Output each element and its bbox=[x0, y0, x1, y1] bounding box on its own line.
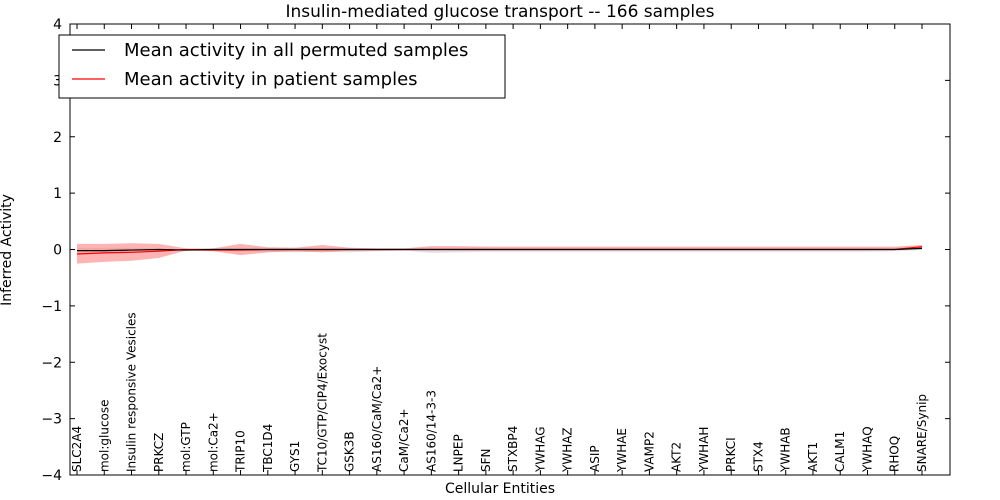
band-patient bbox=[77, 243, 922, 264]
x-tick-label: PRKCI bbox=[724, 437, 738, 472]
x-tick-label: STX4 bbox=[751, 441, 765, 472]
x-tick-label: YWHAE bbox=[615, 428, 629, 473]
x-tick-label: GSK3B bbox=[343, 431, 357, 472]
x-tick-label: YWHAB bbox=[779, 427, 793, 473]
series-lines bbox=[76, 246, 923, 255]
x-tick-label: CALM1 bbox=[833, 431, 847, 472]
x-tick-label: STXBP4 bbox=[506, 426, 520, 472]
legend-label-patient: Mean activity in patient samples bbox=[124, 69, 418, 90]
x-tick-label: ASIP bbox=[588, 445, 602, 472]
y-tick-label: 0 bbox=[53, 243, 62, 259]
x-tick-label: VAMP2 bbox=[642, 431, 656, 472]
y-tick-label: −4 bbox=[41, 468, 62, 484]
x-tick-label: CaM/Ca2+ bbox=[397, 408, 411, 472]
x-tick-label: SFN bbox=[479, 449, 493, 473]
x-tick-label: TRIP10 bbox=[234, 430, 248, 473]
x-tick-label: mol:Ca2+ bbox=[206, 412, 220, 472]
x-tick-label: LNPEP bbox=[452, 434, 466, 472]
chart-title: Insulin-mediated glucose transport -- 16… bbox=[286, 2, 715, 22]
x-tick-label: AKT2 bbox=[670, 442, 684, 472]
x-tick-label: YWHAZ bbox=[561, 427, 575, 473]
x-tick-label: GYS1 bbox=[288, 441, 302, 472]
x-tick-label: SNARE/Synip bbox=[915, 394, 929, 472]
x-tick-label: SLC2A4 bbox=[70, 426, 84, 472]
y-tick-label: −2 bbox=[41, 355, 62, 371]
x-tick-label: YWHAG bbox=[533, 426, 547, 473]
x-axis-label: Cellular Entities bbox=[445, 481, 555, 497]
y-tick-label: −3 bbox=[41, 412, 62, 428]
legend-label-permuted: Mean activity in all permuted samples bbox=[124, 40, 468, 61]
x-tick-label: AS160/14-3-3 bbox=[424, 390, 438, 472]
y-tick-label: 2 bbox=[53, 130, 62, 146]
x-tick-label: TBC1D4 bbox=[261, 424, 275, 473]
x-tick-label: mol:GTP bbox=[179, 422, 193, 472]
x-tick-label: TC10/GTP/CIP4/Exocyst bbox=[315, 333, 329, 473]
y-tick-label: 4 bbox=[53, 17, 62, 33]
y-tick-label: 1 bbox=[53, 186, 62, 202]
x-tick-label: mol:glucose bbox=[97, 399, 111, 472]
x-tick-label: YWHAQ bbox=[860, 426, 874, 473]
y-tick-label: 3 bbox=[53, 73, 62, 89]
y-tick-label: −1 bbox=[41, 299, 62, 315]
x-tick-label: PRKCZ bbox=[152, 433, 166, 472]
legend-box bbox=[58, 34, 506, 99]
x-tick-label: YWHAH bbox=[697, 427, 711, 473]
x-tick-label: RHOQ bbox=[888, 436, 902, 472]
y-axis-label: Inferred Activity bbox=[0, 194, 15, 306]
y-axis: −4 −3 −2 −1 0 1 2 3 4 bbox=[41, 17, 950, 484]
series-line-permuted bbox=[77, 247, 923, 252]
x-axis: SLC2A4 mol:glucose Insulin responsive Vesi… bbox=[70, 24, 929, 475]
x-tick-label: Insulin responsive Vesicles bbox=[125, 312, 139, 472]
legend: Mean activity in all permuted samples Me… bbox=[58, 34, 506, 99]
confidence-bands bbox=[77, 243, 922, 264]
x-tick-label: AKT1 bbox=[806, 442, 820, 472]
x-tick-label: AS160/CaM/Ca2+ bbox=[370, 366, 384, 472]
